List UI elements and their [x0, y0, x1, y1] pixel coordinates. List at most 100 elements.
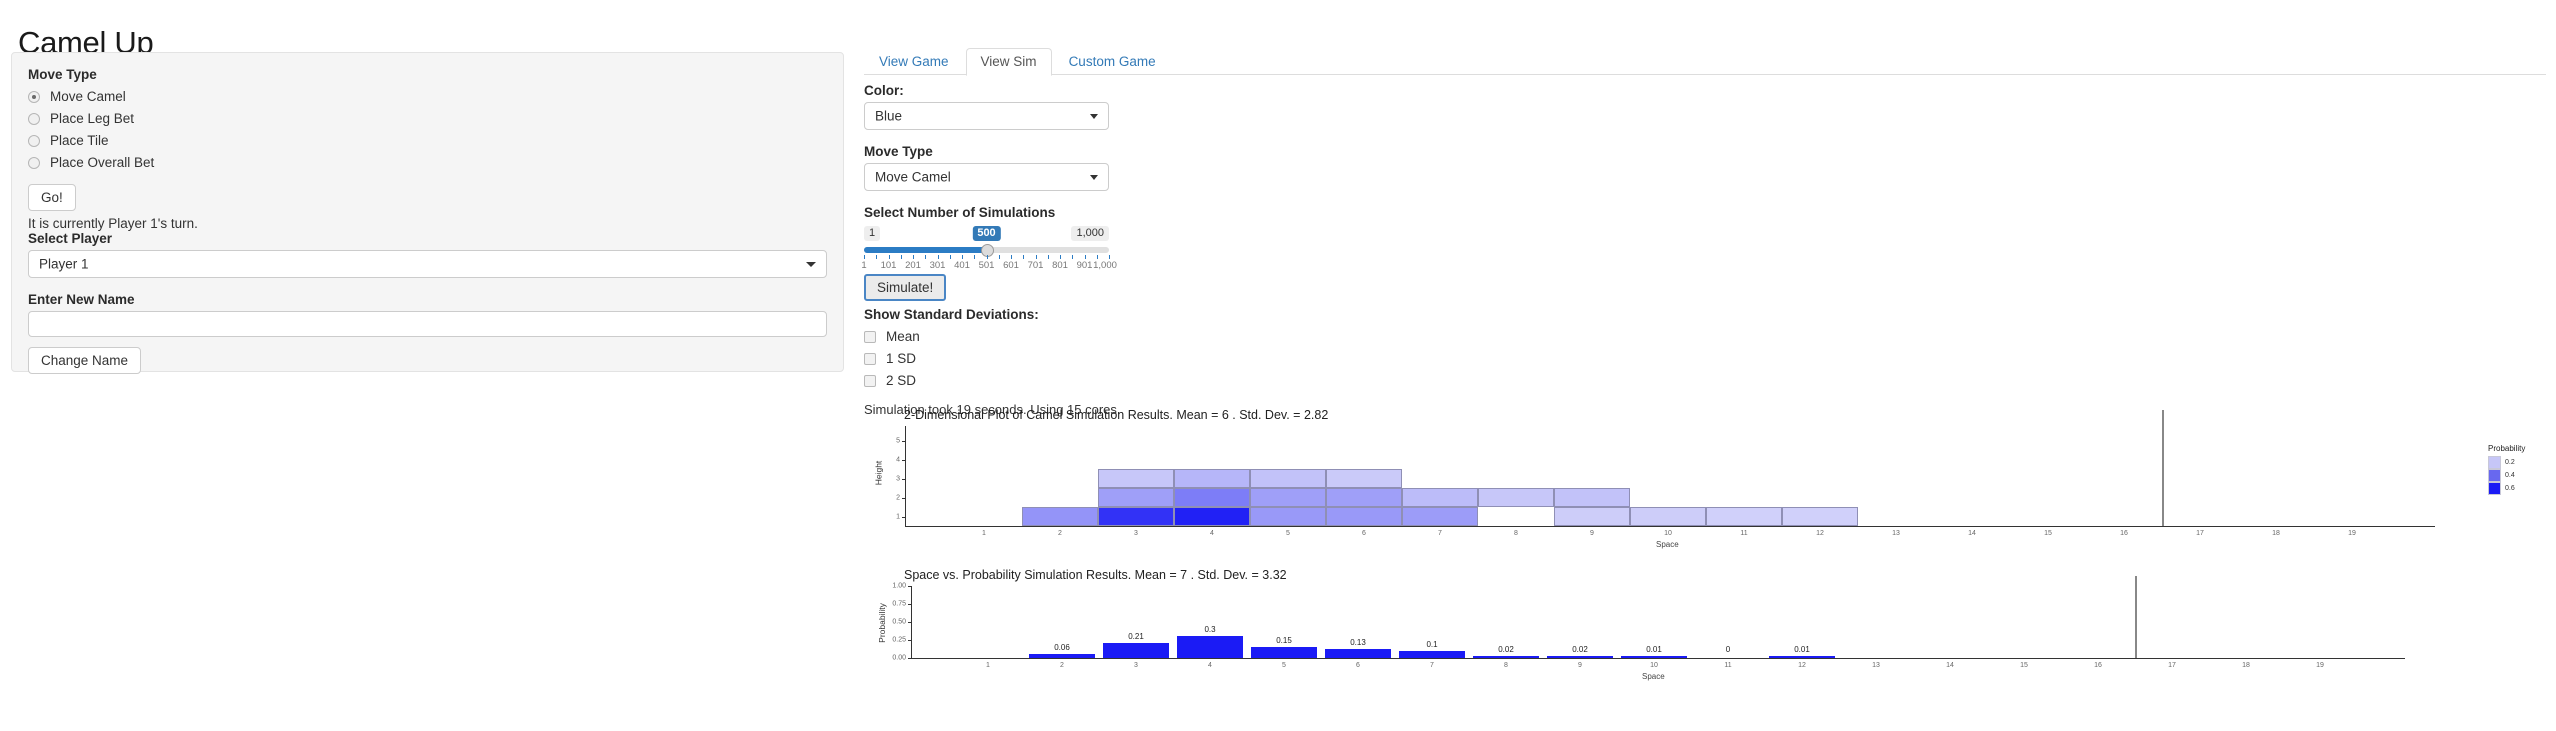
heatmap-x-tick-label: 7 — [1438, 530, 1442, 537]
heatmap-cell — [1326, 507, 1402, 526]
heatmap-x-tick-label: 9 — [1590, 530, 1594, 537]
change-name-button[interactable]: Change Name — [28, 347, 142, 374]
slider-current-label: 500 — [972, 226, 1001, 241]
heatmap-y-tick[interactable] — [902, 516, 905, 518]
bar-value-label: 0.01 — [1646, 645, 1662, 654]
new-name-input[interactable] — [28, 311, 827, 337]
bar-chart-y-axis — [911, 586, 912, 658]
heatmap-x-tick-label: 18 — [2272, 530, 2280, 537]
heatmap-cell — [1250, 488, 1326, 507]
checkbox-icon[interactable] — [864, 330, 876, 343]
bar-chart-x-tick-label: 2 — [1060, 662, 1064, 669]
bar-chart-x-tick-label: 12 — [1798, 662, 1806, 669]
select-player-dropdown[interactable]: Player 1 — [28, 250, 827, 278]
tab-view-game[interactable]: View Game — [879, 54, 949, 69]
heatmap-chart: 2-Dimensional Plot of Camel Simulation R… — [864, 408, 2546, 568]
legend-value-label: 0.6 — [2505, 485, 2515, 492]
heatmap-cell — [1098, 488, 1174, 507]
radio-place-tile[interactable]: Place Tile — [28, 133, 827, 148]
bar-chart-x-axis-title: Space — [1642, 672, 1665, 681]
heatmap-cell — [1174, 469, 1250, 488]
heatmap-y-tick-label: 2 — [896, 494, 900, 501]
bar-value-label: 0.3 — [1204, 625, 1216, 635]
heatmap-y-axis — [905, 426, 906, 526]
heatmap-x-tick-label: 10 — [1664, 530, 1672, 537]
slider-fill — [864, 247, 987, 253]
sim-move-type-dropdown[interactable]: Move Camel — [864, 163, 1109, 191]
bar-value-label: 0.02 — [1572, 645, 1588, 654]
bar-chart-x-tick-label: 18 — [2242, 662, 2250, 669]
probability-bar-chart: Space vs. Probability Simulation Results… — [864, 568, 2546, 731]
heatmap-cell — [1706, 507, 1782, 526]
tab-view-sim[interactable]: View Sim — [965, 48, 1052, 76]
bar-chart-y-tick[interactable] — [908, 604, 911, 605]
bar — [1620, 656, 1688, 658]
bar-chart-x-tick-label: 9 — [1578, 662, 1582, 669]
heatmap-x-tick-label: 19 — [2348, 530, 2356, 537]
radio-label: Place Tile — [50, 133, 109, 148]
bar-value-label: 0.06 — [1054, 642, 1070, 652]
slider-max-label: 1,000 — [1071, 226, 1109, 241]
heatmap-y-tick[interactable] — [902, 440, 905, 442]
color-label: Color: — [864, 83, 904, 98]
bar-value-label: 0.1 — [1426, 639, 1438, 649]
heatmap-x-tick-label: 1 — [982, 530, 986, 537]
bar-chart-y-tick[interactable] — [908, 640, 911, 641]
bar — [1324, 648, 1392, 658]
bar — [1102, 642, 1170, 658]
bar-value-label: 0.13 — [1350, 637, 1366, 647]
heatmap-cell — [1174, 507, 1250, 526]
go-button[interactable]: Go! — [28, 184, 76, 211]
heatmap-y-tick[interactable] — [902, 478, 905, 480]
simulations-slider[interactable]: 1 500 1,000 1 101 201 301 401 501 601 701 801 901… — [861, 226, 1117, 271]
heatmap-y-axis-title: Height — [873, 460, 884, 486]
simulate-button[interactable]: Simulate! — [864, 274, 947, 301]
heatmap-cell — [1554, 488, 1630, 507]
radio-place-overall-bet[interactable]: Place Overall Bet — [28, 155, 827, 170]
heatmap-y-tick[interactable] — [902, 497, 905, 499]
slider-scale-label: 601 — [1003, 260, 1019, 271]
color-dropdown[interactable]: Blue — [864, 102, 1109, 130]
bar — [1176, 636, 1244, 658]
heatmap-x-axis-title: Space — [1656, 540, 1679, 549]
radio-icon[interactable] — [28, 134, 40, 147]
checkbox-2-sd[interactable]: 2 SD — [864, 373, 2546, 388]
radio-label: Place Leg Bet — [50, 111, 135, 126]
radio-icon[interactable] — [28, 112, 40, 125]
heatmap-y-tick[interactable] — [902, 459, 905, 461]
simulations-label: Select Number of Simulations — [864, 205, 1056, 220]
checkbox-icon[interactable] — [864, 352, 876, 365]
radio-label: Move Camel — [50, 89, 126, 104]
legend-swatch — [2488, 482, 2501, 495]
heatmap-legend-entry: 0.2 — [2488, 456, 2525, 469]
bar-chart-x-tick-label: 4 — [1208, 662, 1212, 669]
heatmap-x-tick-label: 3 — [1134, 530, 1138, 537]
checkbox-icon[interactable] — [864, 374, 876, 387]
radio-icon[interactable] — [28, 156, 40, 169]
bar — [1472, 656, 1540, 658]
bar-chart-x-tick-label: 14 — [1946, 662, 1954, 669]
checkbox-1-sd[interactable]: 1 SD — [864, 351, 2546, 366]
legend-value-label: 0.4 — [2505, 472, 2515, 479]
heatmap-cell — [1554, 507, 1630, 526]
radio-place-leg-bet[interactable]: Place Leg Bet — [28, 111, 827, 126]
radio-move-camel[interactable]: Move Camel — [28, 89, 827, 104]
bar-chart-y-tick[interactable] — [908, 658, 911, 659]
tab-bar: View Game View Sim Custom Game — [864, 48, 2546, 76]
radio-icon[interactable] — [28, 90, 40, 103]
heatmap-x-tick-label: 8 — [1514, 530, 1518, 537]
tab-custom-game[interactable]: Custom Game — [1068, 54, 1156, 69]
bar — [1768, 656, 1836, 658]
checkbox-label: 1 SD — [886, 351, 917, 366]
bar-chart-y-tick[interactable] — [908, 622, 911, 623]
bar-chart-y-tick[interactable] — [908, 586, 911, 587]
select-player-value: Player 1 — [39, 256, 89, 272]
heatmap-cell — [1402, 507, 1478, 526]
heatmap-cell — [1098, 469, 1174, 488]
checkbox-mean[interactable]: Mean — [864, 329, 2546, 344]
bar-chart-y-tick-label: 0.25 — [892, 636, 906, 644]
bar-chart-y-tick-label: 0.00 — [892, 654, 906, 662]
bar-value-label: 0.02 — [1498, 645, 1514, 654]
heatmap-legend: Probability 0.2 0.4 0.6 — [2488, 444, 2525, 495]
